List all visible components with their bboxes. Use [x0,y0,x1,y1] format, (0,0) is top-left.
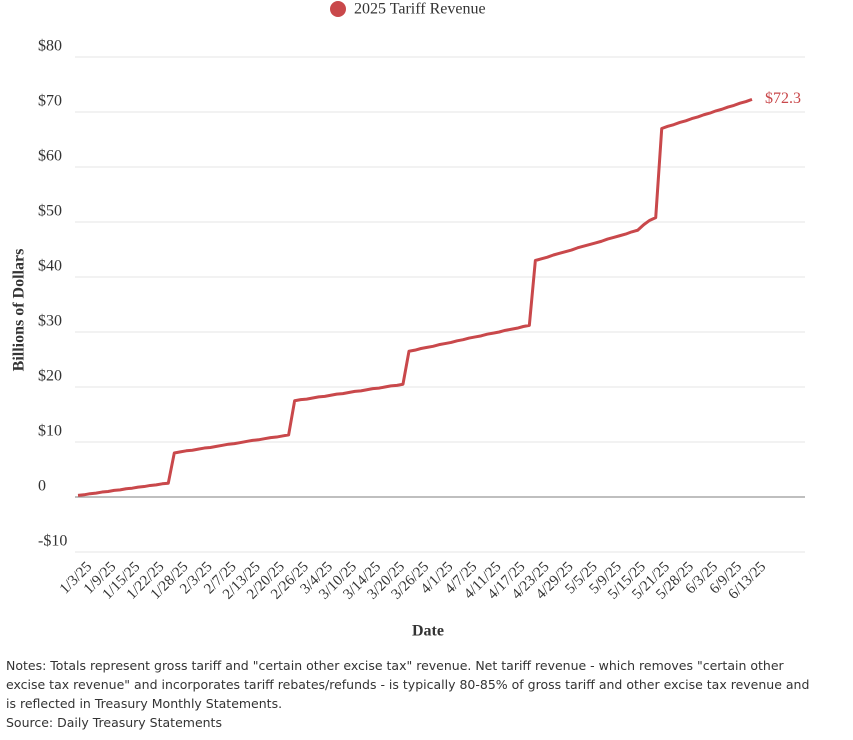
legend-label: 2025 Tariff Revenue [354,1,486,18]
y-axis-title: Billions of Dollars [11,249,28,372]
y-tick-label: $10 [38,423,62,440]
y-tick-label: $50 [38,203,62,220]
y-tick-label: $70 [38,93,62,110]
legend-marker [330,1,346,17]
source-text: Source: Daily Treasury Statements [6,715,222,730]
notes-text: Notes: Totals represent gross tariff and… [6,658,810,711]
y-tick-label: $40 [38,258,62,275]
x-axis-title: Date [412,623,444,640]
y-tick-label: $20 [38,368,62,385]
y-tick-label: $80 [38,38,62,55]
y-tick-label: 0 [38,478,46,495]
chart: 2025 Tariff Revenue Billions of Dollars … [11,1,805,640]
line [77,97,753,497]
data-label: $72.3 [765,90,801,107]
y-tick-label: $60 [38,148,62,165]
notes: Notes: Totals represent gross tariff and… [6,656,821,732]
y-tick-label: $30 [38,313,62,330]
y-tick-label: -$10 [38,533,67,550]
